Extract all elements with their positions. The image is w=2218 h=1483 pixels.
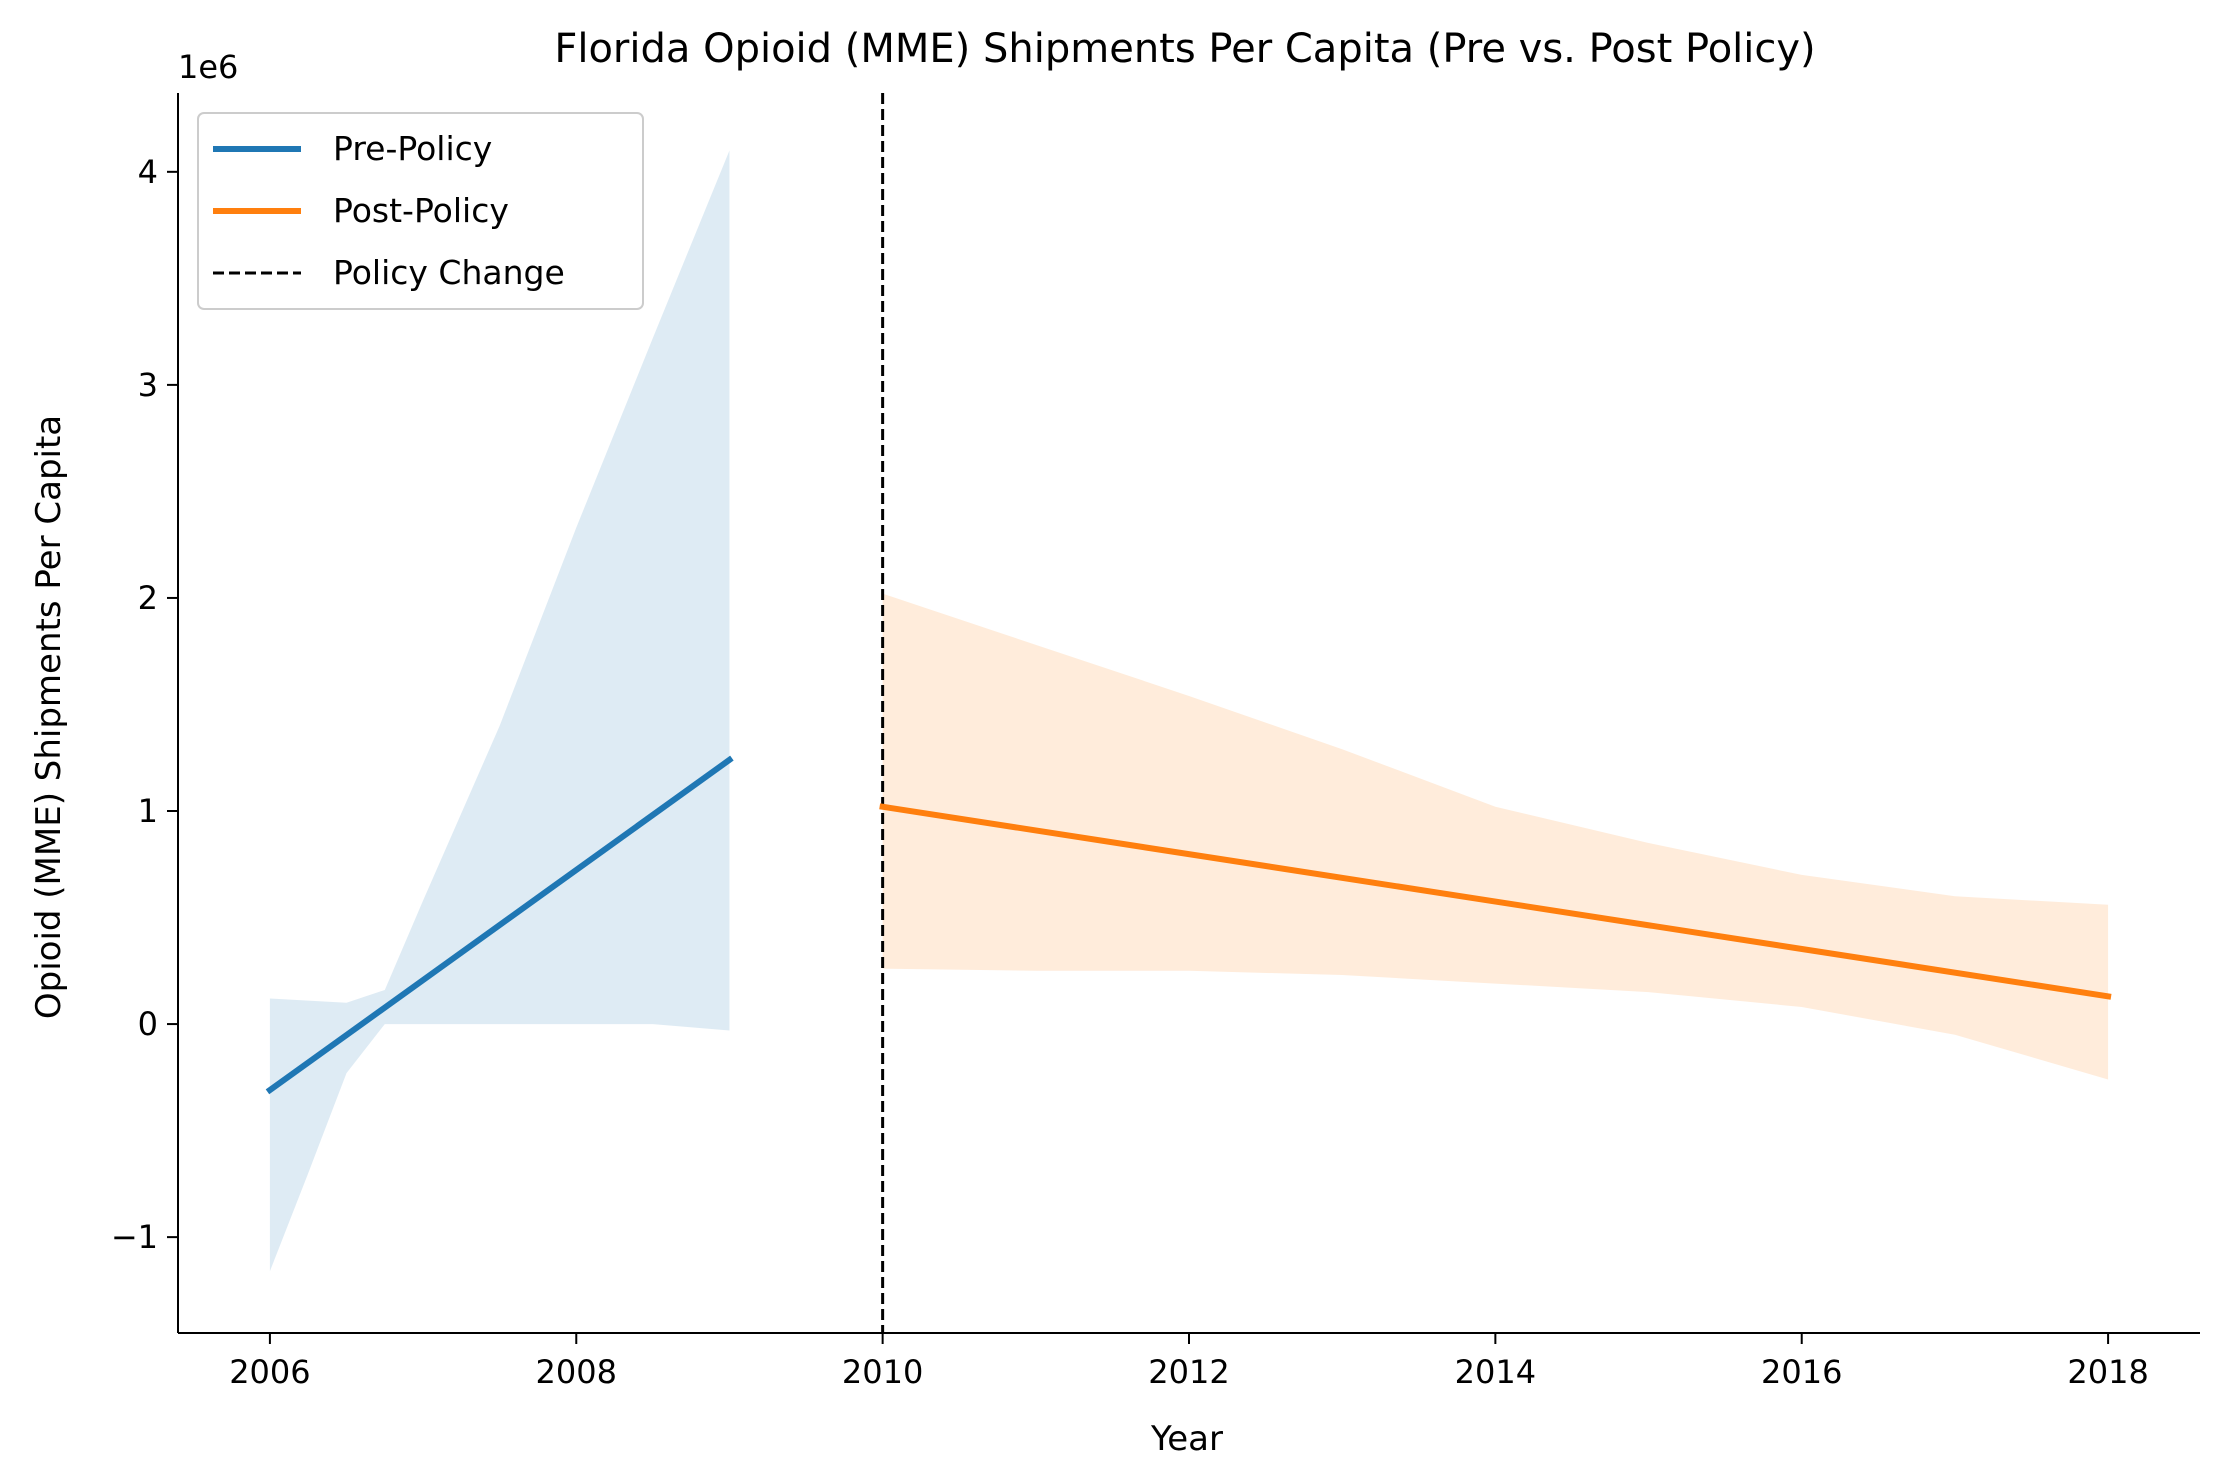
y-tick-label: 2: [138, 579, 158, 617]
confidence-bands: [269, 150, 2109, 1272]
x-tick-label: 2010: [842, 1353, 923, 1391]
y-tick-label: 3: [138, 366, 158, 404]
x-tick-label: 2014: [1455, 1353, 1536, 1391]
y-tick-label: −1: [111, 1218, 158, 1256]
x-tick-label: 2018: [2067, 1353, 2148, 1391]
chart-title: Florida Opioid (MME) Shipments Per Capit…: [554, 26, 1815, 72]
legend-box: [197, 112, 644, 310]
y-tick-label: 0: [138, 1005, 158, 1043]
series-lines: [265, 755, 2112, 1095]
legend-label: Policy Change: [333, 253, 565, 292]
legend-label: Pre-Policy: [333, 129, 492, 168]
legend-label: Post-Policy: [333, 191, 509, 230]
x-tick-label: 2016: [1761, 1353, 1842, 1391]
x-tick-label: 2012: [1148, 1353, 1229, 1391]
y-tick-label: 1: [138, 792, 158, 830]
y-axis-label: Opioid (MME) Shipments Per Capita: [29, 415, 69, 1019]
confidence-band-pre-policy: [269, 150, 730, 1272]
confidence-band-post-policy: [882, 593, 2109, 1080]
x-tick-label: 2006: [229, 1353, 310, 1391]
series-line-post-policy: [879, 803, 2112, 1000]
y-axis-offset-label: 1e6: [178, 48, 238, 86]
x-axis-label: Year: [1150, 1419, 1223, 1459]
legend: Pre-Policy Post-Policy Policy Change: [197, 112, 644, 310]
y-tick-label: 4: [138, 153, 158, 191]
ticks: 2006 2008 2010 2012 2014 2016 2018 −1 0 1 2 3 4: [111, 153, 2149, 1391]
x-tick-label: 2008: [536, 1353, 617, 1391]
series-line-pre-policy: [265, 755, 734, 1095]
